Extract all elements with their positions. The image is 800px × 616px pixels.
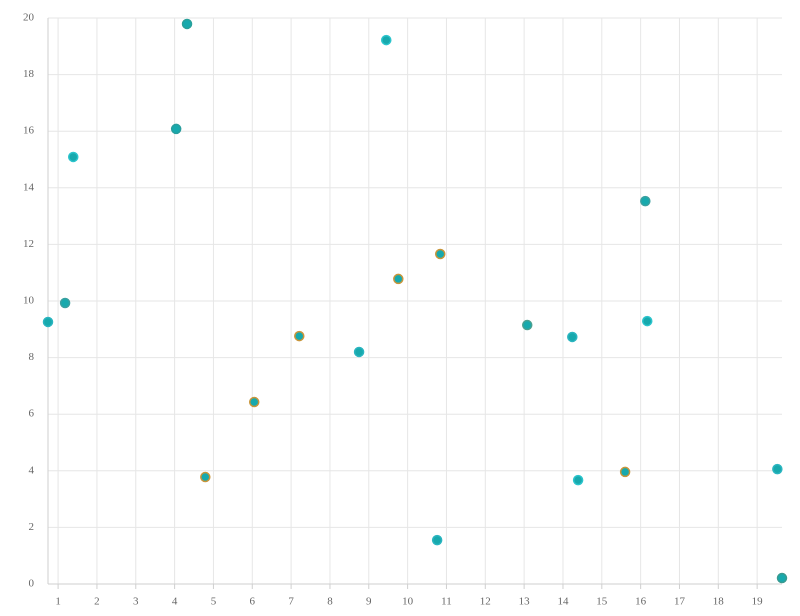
x-tick-label: 2 [94, 596, 100, 608]
x-tick-label: 7 [288, 596, 294, 608]
point [640, 195, 651, 207]
y-tick-label: 4 [29, 464, 35, 476]
point [521, 319, 533, 331]
y-tick-label: 6 [29, 408, 35, 420]
point [641, 315, 653, 327]
point [181, 18, 193, 30]
point [776, 572, 788, 584]
y-tick-label: 14 [23, 181, 35, 193]
point [572, 474, 584, 486]
point [170, 123, 182, 135]
x-tick-label: 5 [211, 596, 217, 608]
x-tick-label: 12 [480, 596, 491, 608]
y-tick-label: 20 [23, 12, 35, 24]
x-tick-label: 13 [519, 596, 531, 608]
x-tick-label: 4 [172, 596, 178, 608]
point [434, 248, 446, 260]
point [59, 297, 71, 309]
x-tick-label: 10 [402, 596, 414, 608]
y-tick-label: 16 [23, 125, 35, 137]
y-tick-label: 8 [29, 351, 35, 363]
point [42, 316, 54, 328]
y-tick-label: 2 [29, 521, 35, 533]
point [200, 471, 211, 483]
y-tick-label: 0 [29, 578, 35, 590]
x-tick-label: 11 [441, 596, 452, 608]
point [393, 273, 404, 285]
x-tick-label: 17 [674, 596, 686, 608]
point [381, 34, 392, 46]
x-tick-label: 8 [327, 596, 333, 608]
point [353, 346, 365, 358]
x-tick-label: 1 [55, 596, 61, 608]
y-tick-label: 18 [23, 68, 35, 80]
y-tick-label: 12 [23, 238, 34, 250]
y-tick-label: 10 [23, 295, 35, 307]
point [248, 396, 260, 408]
point [431, 534, 443, 546]
x-tick-label: 18 [713, 596, 725, 608]
x-tick-label: 16 [635, 596, 647, 608]
point [67, 151, 79, 163]
x-tick-label: 14 [557, 596, 569, 608]
x-tick-label: 6 [250, 596, 256, 608]
point [294, 330, 305, 342]
x-tick-label: 3 [133, 596, 139, 608]
x-tick-label: 9 [366, 596, 372, 608]
point [772, 463, 783, 475]
point [567, 331, 578, 343]
x-tick-label: 15 [596, 596, 608, 608]
x-tick-label: 19 [752, 596, 764, 608]
point [619, 466, 631, 478]
